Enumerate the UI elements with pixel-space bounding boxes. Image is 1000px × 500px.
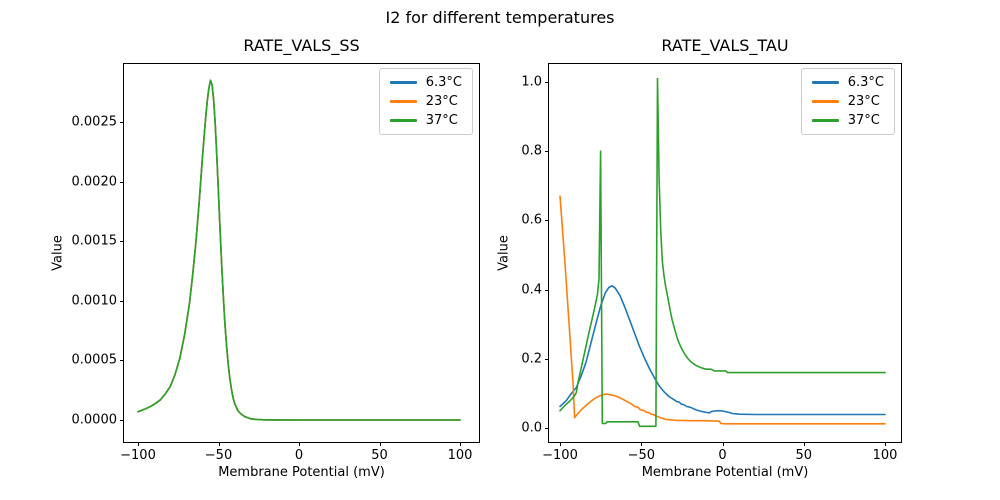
y-tick-label: 0.0010 [71, 293, 118, 309]
y-tick-label: 0.0015 [71, 233, 118, 249]
y-tick [545, 151, 549, 153]
legend-label: 6.3°C [847, 75, 884, 90]
x-tick [560, 442, 561, 446]
x-tick [460, 442, 461, 446]
y-tick-label: 0.0000 [71, 412, 118, 428]
x-tick [803, 442, 805, 446]
axes-title-tau: RATE_VALS_TAU [661, 36, 789, 55]
y-tick [120, 241, 124, 243]
legend-entry: 23°C [811, 94, 884, 109]
x-tick [218, 442, 220, 446]
subplot-rate-vals-ss: RATE_VALS_SS 6.3°C 23°C 37°C −100 −50 0 50 100… [51, 36, 480, 480]
y-tick [120, 122, 124, 123]
y-tick [545, 82, 549, 83]
y-tick [120, 181, 124, 183]
x-tick-label: −50 [627, 448, 656, 463]
subplot-rate-vals-tau: RATE_VALS_TAU 6.3°C 23°C 37°C −100 −50 0 50 10… [497, 36, 902, 480]
legend-tau: 6.3°C 23°C 37°C [800, 68, 895, 135]
x-tick [722, 442, 724, 446]
legend-label: 37°C [425, 113, 458, 128]
legend-entry: 37°C [811, 113, 884, 128]
x-tick-label: 50 [795, 448, 813, 463]
legend-label: 23°C [425, 94, 458, 109]
x-tick [299, 442, 300, 446]
y-axis-label-ss: Value [50, 235, 66, 271]
legend-entry: 37°C [389, 113, 462, 128]
y-axis-label-tau: Value [496, 235, 512, 271]
y-tick-label: 0.2 [521, 351, 542, 367]
x-tick [379, 442, 381, 446]
legend-ss: 6.3°C 23°C 37°C [378, 68, 473, 135]
y-tick [120, 360, 124, 362]
legend-entry: 23°C [389, 94, 462, 109]
legend-entry: 6.3°C [811, 75, 884, 90]
y-tick [545, 220, 549, 222]
x-axis-label-tau: Membrane Potential (mV) [641, 465, 809, 480]
x-tick-label: 0 [294, 448, 304, 463]
legend-line-swatch [389, 119, 417, 122]
x-tick [138, 442, 139, 446]
legend-label: 23°C [847, 94, 880, 109]
legend-label: 37°C [847, 113, 880, 128]
legend-line-swatch [389, 81, 417, 84]
y-tick-label: 0.4 [521, 282, 542, 298]
line-chart-ss [137, 79, 461, 421]
y-tick-label: 0.0 [521, 420, 542, 436]
series-line-6.3°C [559, 285, 886, 416]
y-tick [120, 420, 124, 421]
x-tick-label: 0 [718, 448, 727, 463]
legend-entry: 6.3°C [389, 75, 462, 90]
series-line-37°C [137, 79, 461, 421]
y-tick [120, 300, 124, 302]
x-tick [885, 442, 886, 446]
y-tick-label: 1.0 [521, 74, 542, 90]
legend-line-swatch [811, 100, 839, 103]
legend-line-swatch [811, 81, 839, 84]
y-tick-label: 0.0025 [71, 114, 118, 130]
x-tick-label: 100 [872, 448, 898, 463]
x-tick-label: 100 [447, 448, 473, 463]
figure-title: I2 for different temperatures [385, 8, 615, 27]
y-tick-label: 0.6 [521, 212, 542, 228]
series-line-37°C [559, 77, 886, 428]
y-tick-label: 0.8 [521, 143, 542, 159]
x-tick-label: −50 [204, 448, 233, 463]
legend-line-swatch [811, 119, 839, 122]
axes-title-ss: RATE_VALS_SS [243, 36, 360, 55]
legend-line-swatch [389, 100, 417, 103]
x-axis-label-ss: Membrane Potential (mV) [218, 465, 385, 480]
line-chart-tau [559, 77, 886, 428]
y-tick-label: 0.0005 [71, 352, 118, 368]
series-line-23°C [559, 195, 886, 425]
y-tick-label: 0.0020 [71, 174, 118, 190]
y-tick [545, 289, 549, 291]
y-tick [545, 358, 549, 360]
legend-label: 6.3°C [425, 75, 462, 90]
x-tick [641, 442, 643, 446]
x-tick-label: 50 [371, 448, 388, 463]
x-tick-label: −100 [542, 448, 578, 463]
y-tick [545, 428, 549, 429]
x-tick-label: −100 [120, 448, 156, 463]
